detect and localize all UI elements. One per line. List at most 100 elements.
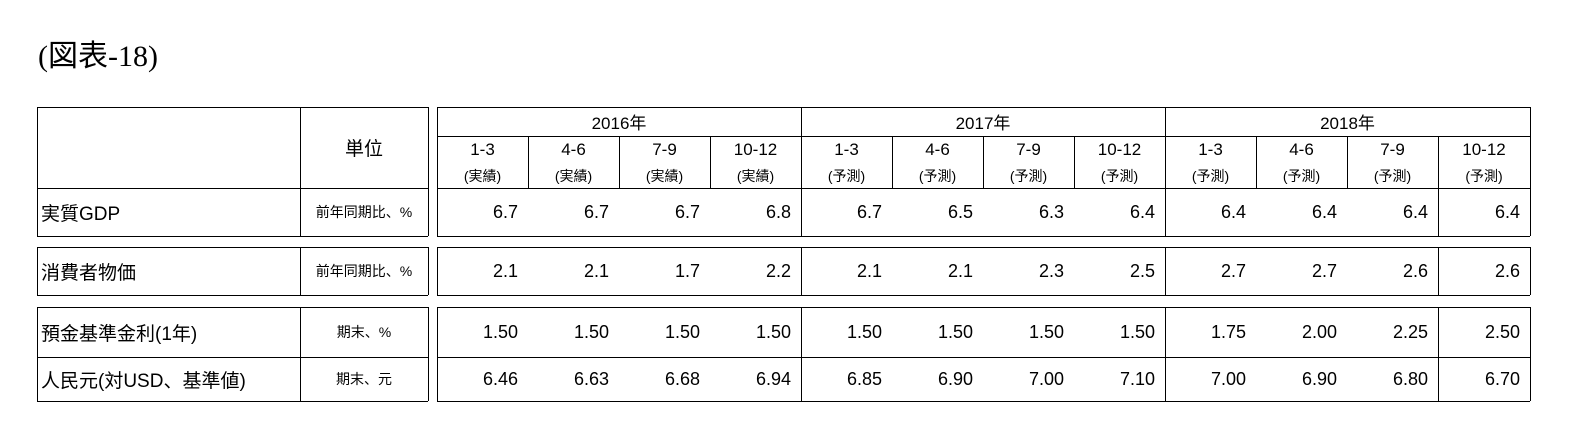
quarter-header: 7-9 (1016, 139, 1041, 159)
row-left-border (37, 247, 38, 295)
value-cell: 6.70 (1484, 368, 1520, 389)
quarter-divider (528, 136, 529, 188)
value-cell: 2.1 (947, 260, 973, 281)
row-unit-border (300, 307, 301, 357)
values-bottom-border (437, 236, 1530, 237)
value-cell: 6.90 (937, 368, 973, 389)
year-divider (1165, 247, 1166, 295)
status-note: (予測) (1465, 167, 1503, 184)
row-right-border (428, 247, 429, 295)
value-cell: 7.00 (1028, 368, 1064, 389)
header-top-border (37, 107, 428, 108)
values-left-border (437, 357, 438, 401)
row-bottom-border (37, 236, 428, 237)
status-note: (実績) (645, 167, 684, 184)
values-left-border (437, 247, 438, 295)
row-right-border (428, 188, 429, 236)
value-cell: 6.8 (765, 201, 791, 222)
quarter-divider (619, 136, 620, 188)
value-cell: 2.1 (856, 260, 882, 281)
figure-title: (図表-18) (38, 40, 158, 73)
value-cell: 6.4 (1220, 201, 1246, 222)
year-header: 2016年 (591, 114, 647, 133)
value-cell: 6.7 (856, 201, 882, 222)
quarter-header: 10-12 (733, 139, 778, 159)
value-cell: 6.46 (482, 368, 518, 389)
row-label: 実質GDP (41, 203, 121, 225)
value-cell: 6.3 (1038, 201, 1064, 222)
row-unit: 前年同期比、% (315, 263, 413, 279)
values-top-border (437, 247, 1530, 248)
value-cell: 1.50 (482, 321, 518, 342)
quarter-divider (1074, 136, 1075, 188)
value-cell: 2.1 (492, 260, 518, 281)
quarter-divider (892, 136, 893, 188)
values-bottom-border (437, 295, 1530, 296)
quarter-header: 7-9 (1380, 139, 1405, 159)
value-cell: 1.50 (1028, 321, 1064, 342)
value-cell: 6.85 (846, 368, 882, 389)
value-cell: 1.50 (1119, 321, 1155, 342)
status-note: (予測) (918, 167, 957, 184)
status-note: (予測) (1373, 167, 1412, 184)
value-cell: 6.80 (1392, 368, 1428, 389)
values-right-border (1530, 357, 1531, 401)
value-cell: 2.50 (1484, 321, 1520, 342)
row-unit: 期末、% (336, 324, 392, 340)
value-cell: 6.68 (664, 368, 700, 389)
value-cell: 1.7 (674, 260, 700, 281)
year-header: 2018年 (1320, 114, 1375, 133)
row-unit-border (300, 247, 301, 295)
value-cell: 2.00 (1301, 321, 1337, 342)
row-right-border (428, 357, 429, 401)
row-unit-border (300, 188, 301, 236)
quarter-header: 7-9 (652, 139, 677, 159)
year-divider (801, 357, 802, 401)
value-cell: 6.4 (1129, 201, 1155, 222)
year-right-border (1530, 107, 1531, 188)
status-note: (予測) (1282, 167, 1321, 184)
value-cell: 1.50 (846, 321, 882, 342)
value-cell: 6.7 (674, 201, 700, 222)
status-note: (予測) (827, 167, 866, 184)
header-bottom-border (37, 188, 428, 189)
value-cell: 6.7 (492, 201, 518, 222)
header-right-border (428, 107, 429, 188)
row-top-border (37, 247, 428, 248)
year-top-border (437, 107, 1530, 108)
value-cell: 6.90 (1301, 368, 1337, 389)
quarter-header: 1-3 (470, 139, 495, 159)
quarter-header: 4-6 (925, 139, 950, 159)
last-col-divider (1438, 247, 1439, 295)
year-divider (801, 188, 802, 236)
row-unit: 期末、元 (336, 371, 392, 387)
value-cell: 7.00 (1210, 368, 1246, 389)
quarter-header: 10-12 (1097, 139, 1142, 159)
quarter-divider (1256, 136, 1257, 188)
value-cell: 2.6 (1402, 260, 1428, 281)
values-right-border (1530, 188, 1531, 236)
last-col-divider (1438, 357, 1439, 401)
last-col-divider (1438, 307, 1439, 357)
quarter-divider (1347, 136, 1348, 188)
year-divider (1165, 357, 1166, 401)
row-left-border (37, 188, 38, 236)
value-cell: 6.94 (755, 368, 791, 389)
row-bottom-border (37, 295, 428, 296)
value-cell: 2.6 (1494, 260, 1520, 281)
value-cell: 1.50 (573, 321, 609, 342)
header-left-border (37, 107, 38, 188)
status-note: (予測) (1009, 167, 1048, 184)
row-unit: 前年同期比、% (315, 204, 413, 220)
value-cell: 2.7 (1220, 260, 1246, 281)
quarter-header: 1-3 (834, 139, 859, 159)
row-label: 消費者物価 (41, 262, 137, 284)
last-col-divider (1438, 188, 1439, 236)
row-bottom-border (37, 357, 428, 358)
value-cell: 6.4 (1494, 201, 1520, 222)
value-cell: 6.5 (947, 201, 973, 222)
value-cell: 2.3 (1038, 260, 1064, 281)
status-note: (実績) (554, 167, 593, 184)
value-cell: 2.2 (765, 260, 791, 281)
values-right-border (1530, 247, 1531, 295)
